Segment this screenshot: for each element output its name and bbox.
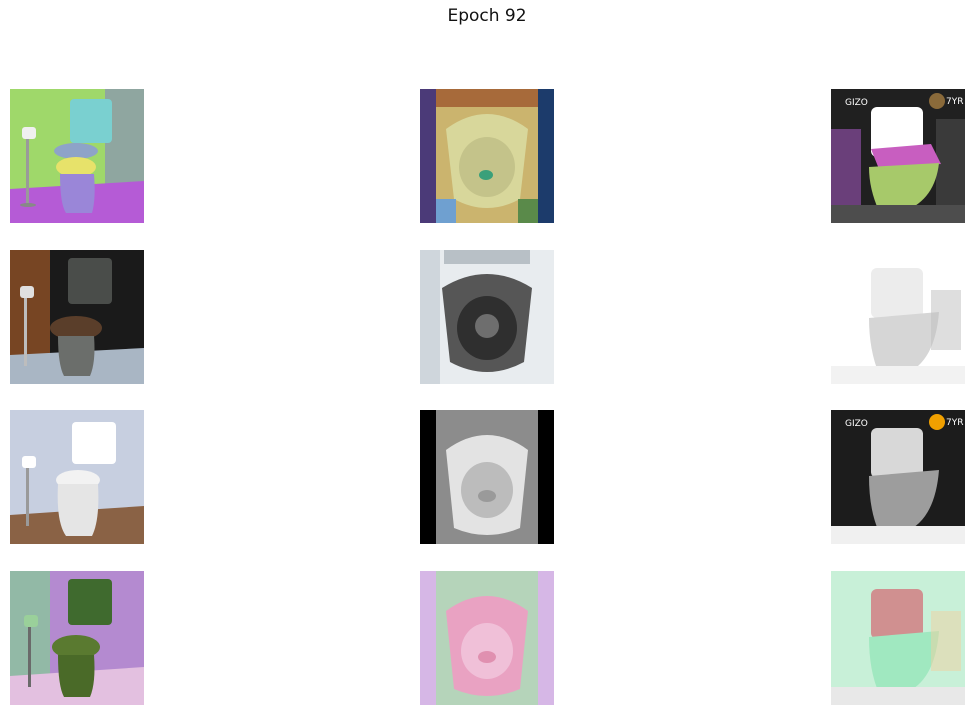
image-tile [831, 571, 965, 705]
figure-title: Epoch 92 [447, 6, 527, 26]
gizo-logo: GIZO [845, 98, 868, 108]
toilet-image [10, 250, 144, 384]
image-tile: GIZO 7YR [831, 89, 965, 223]
image-tile [420, 250, 554, 384]
warranty-badge: 7YR [946, 418, 963, 428]
smart-toilet-image [831, 250, 965, 384]
image-tile [420, 410, 554, 544]
smart-toilet-image: GIZO 7YR [831, 89, 965, 223]
image-grid-row-1: GIZO 7YR [0, 89, 974, 223]
toilet-bowl-image [420, 89, 554, 223]
image-tile [10, 410, 144, 544]
image-tile [831, 250, 965, 384]
image-tile [10, 571, 144, 705]
image-grid-row-4 [0, 571, 974, 705]
smart-toilet-image [831, 571, 965, 705]
toilet-image [10, 571, 144, 705]
image-tile: GIZO 7YR [831, 410, 965, 544]
smart-toilet-image: GIZO 7YR [831, 410, 965, 544]
toilet-bowl-image [420, 410, 554, 544]
toilet-bowl-image [420, 250, 554, 384]
warranty-badge: 7YR [946, 97, 963, 107]
image-tile [420, 571, 554, 705]
toilet-bowl-image [420, 571, 554, 705]
gizo-logo: GIZO [845, 419, 868, 429]
image-tile [420, 89, 554, 223]
toilet-image [10, 410, 144, 544]
image-tile [10, 250, 144, 384]
image-grid-row-2 [0, 250, 974, 384]
toilet-image [10, 89, 144, 223]
image-grid-row-3: GIZO 7YR [0, 410, 974, 544]
image-tile [10, 89, 144, 223]
